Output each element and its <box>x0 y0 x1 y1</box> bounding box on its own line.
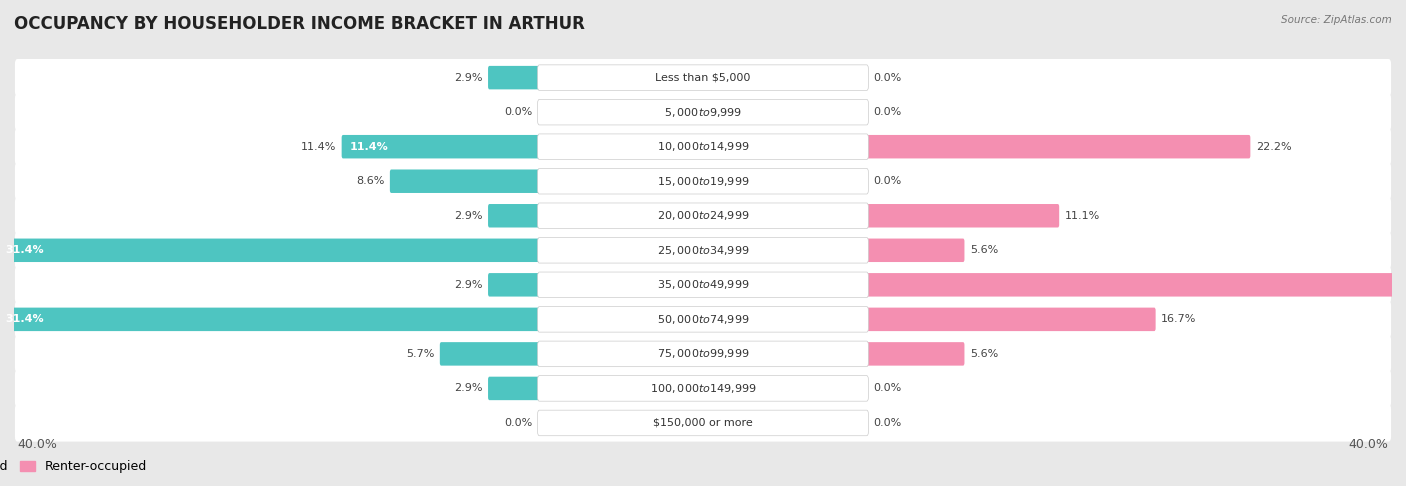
Text: OCCUPANCY BY HOUSEHOLDER INCOME BRACKET IN ARTHUR: OCCUPANCY BY HOUSEHOLDER INCOME BRACKET … <box>14 15 585 33</box>
FancyBboxPatch shape <box>865 273 1406 296</box>
FancyBboxPatch shape <box>15 404 1391 442</box>
Text: 0.0%: 0.0% <box>873 418 901 428</box>
FancyBboxPatch shape <box>15 59 1391 96</box>
Text: $100,000 to $149,999: $100,000 to $149,999 <box>650 382 756 395</box>
Text: $35,000 to $49,999: $35,000 to $49,999 <box>657 278 749 291</box>
Text: 11.4%: 11.4% <box>350 142 388 152</box>
FancyBboxPatch shape <box>537 410 869 436</box>
FancyBboxPatch shape <box>440 342 541 365</box>
Text: 31.4%: 31.4% <box>6 245 44 255</box>
FancyBboxPatch shape <box>15 370 1391 407</box>
Text: 0.0%: 0.0% <box>873 176 901 186</box>
Text: 0.0%: 0.0% <box>505 107 533 117</box>
FancyBboxPatch shape <box>15 93 1391 131</box>
Text: Source: ZipAtlas.com: Source: ZipAtlas.com <box>1281 15 1392 25</box>
FancyBboxPatch shape <box>865 308 1156 331</box>
FancyBboxPatch shape <box>537 307 869 332</box>
Text: 2.9%: 2.9% <box>454 72 482 83</box>
Text: 5.7%: 5.7% <box>406 349 434 359</box>
FancyBboxPatch shape <box>537 238 869 263</box>
Text: 2.9%: 2.9% <box>454 383 482 393</box>
Text: 0.0%: 0.0% <box>873 72 901 83</box>
FancyBboxPatch shape <box>488 66 541 89</box>
FancyBboxPatch shape <box>537 99 869 125</box>
Text: $5,000 to $9,999: $5,000 to $9,999 <box>664 105 742 119</box>
Text: 2.9%: 2.9% <box>454 280 482 290</box>
Text: 0.0%: 0.0% <box>873 383 901 393</box>
FancyBboxPatch shape <box>488 377 541 400</box>
Text: 5.6%: 5.6% <box>970 245 998 255</box>
FancyBboxPatch shape <box>537 376 869 401</box>
Legend: Owner-occupied, Renter-occupied: Owner-occupied, Renter-occupied <box>0 455 152 478</box>
FancyBboxPatch shape <box>537 169 869 194</box>
Text: $75,000 to $99,999: $75,000 to $99,999 <box>657 347 749 361</box>
FancyBboxPatch shape <box>537 65 869 90</box>
FancyBboxPatch shape <box>537 203 869 228</box>
FancyBboxPatch shape <box>865 239 965 262</box>
FancyBboxPatch shape <box>865 342 965 365</box>
Text: 22.2%: 22.2% <box>1256 142 1292 152</box>
Text: 31.4%: 31.4% <box>6 314 44 324</box>
Text: $15,000 to $19,999: $15,000 to $19,999 <box>657 175 749 188</box>
Text: $10,000 to $14,999: $10,000 to $14,999 <box>657 140 749 153</box>
Text: 5.6%: 5.6% <box>970 349 998 359</box>
FancyBboxPatch shape <box>865 135 1250 158</box>
FancyBboxPatch shape <box>488 273 541 296</box>
FancyBboxPatch shape <box>15 335 1391 373</box>
Text: 11.1%: 11.1% <box>1064 211 1099 221</box>
FancyBboxPatch shape <box>15 232 1391 269</box>
Text: $150,000 or more: $150,000 or more <box>654 418 752 428</box>
FancyBboxPatch shape <box>537 272 869 297</box>
FancyBboxPatch shape <box>15 266 1391 303</box>
Text: 11.4%: 11.4% <box>301 142 336 152</box>
FancyBboxPatch shape <box>0 239 541 262</box>
FancyBboxPatch shape <box>15 128 1391 165</box>
FancyBboxPatch shape <box>537 341 869 366</box>
Text: $25,000 to $34,999: $25,000 to $34,999 <box>657 244 749 257</box>
FancyBboxPatch shape <box>342 135 541 158</box>
Text: 8.6%: 8.6% <box>356 176 384 186</box>
Text: 40.0%: 40.0% <box>1348 438 1389 451</box>
Text: 0.0%: 0.0% <box>505 418 533 428</box>
FancyBboxPatch shape <box>865 204 1059 227</box>
Text: $20,000 to $24,999: $20,000 to $24,999 <box>657 209 749 222</box>
Text: 40.0%: 40.0% <box>17 438 58 451</box>
FancyBboxPatch shape <box>488 204 541 227</box>
Text: 2.9%: 2.9% <box>454 211 482 221</box>
FancyBboxPatch shape <box>15 163 1391 200</box>
FancyBboxPatch shape <box>15 197 1391 234</box>
FancyBboxPatch shape <box>15 301 1391 338</box>
Text: 16.7%: 16.7% <box>1161 314 1197 324</box>
FancyBboxPatch shape <box>0 308 541 331</box>
Text: $50,000 to $74,999: $50,000 to $74,999 <box>657 313 749 326</box>
FancyBboxPatch shape <box>537 134 869 159</box>
Text: 0.0%: 0.0% <box>873 107 901 117</box>
FancyBboxPatch shape <box>389 170 541 193</box>
Text: Less than $5,000: Less than $5,000 <box>655 72 751 83</box>
